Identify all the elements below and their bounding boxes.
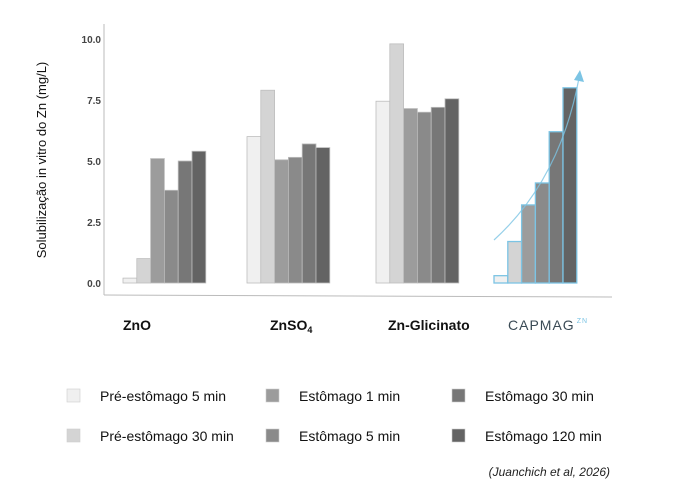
arrow-head-icon xyxy=(574,70,584,82)
legend-label: Pré-estômago 30 min xyxy=(100,428,234,444)
legend-swatch xyxy=(265,428,280,443)
trend-arrow-icon xyxy=(493,77,580,241)
bar xyxy=(403,108,418,284)
bar xyxy=(375,100,391,284)
category-label: ZnSO4 xyxy=(270,317,312,335)
bar xyxy=(444,98,460,284)
bar xyxy=(246,136,262,284)
bar xyxy=(274,159,289,284)
legend-swatch xyxy=(451,388,466,403)
bar xyxy=(177,160,193,284)
legend-item: Estômago 5 min xyxy=(265,428,400,444)
legend-label: Estômago 1 min xyxy=(299,388,400,404)
bar xyxy=(315,147,331,284)
legend-label: Estômago 120 min xyxy=(485,428,602,444)
legend-item: Estômago 30 min xyxy=(451,388,594,404)
legend-item: Estômago 120 min xyxy=(451,428,602,444)
bar xyxy=(507,240,523,284)
bar xyxy=(260,89,275,284)
bar xyxy=(191,150,207,284)
y-axis-label: Solubilização in vitro do Zn (mg/L) xyxy=(34,62,49,259)
y-tick-label: 0.0 xyxy=(87,279,101,290)
legend-label: Estômago 5 min xyxy=(299,428,400,444)
legend-swatch xyxy=(451,428,466,443)
y-tick-label: 10.0 xyxy=(82,35,102,46)
logo-superscript: ZN xyxy=(577,318,588,325)
bar xyxy=(416,111,432,284)
y-tick-label: 7.5 xyxy=(87,96,101,107)
category-label: Zn-Glicinato xyxy=(388,317,470,333)
bar xyxy=(136,258,152,284)
y-tick-label: 5.0 xyxy=(87,157,101,168)
bar xyxy=(287,156,303,284)
bar xyxy=(389,43,404,284)
legend-item: Estômago 1 min xyxy=(265,388,400,404)
bar xyxy=(150,158,165,284)
legend-swatch xyxy=(265,388,280,403)
category-subscript: 4 xyxy=(307,325,312,335)
legend-item: Pré-estômago 5 min xyxy=(66,388,226,404)
legend-swatch xyxy=(66,388,81,403)
category-label: ZnO xyxy=(123,317,151,333)
bar xyxy=(122,277,138,284)
x-axis-line xyxy=(103,294,613,298)
bar xyxy=(163,189,179,284)
y-tick-label: 2.5 xyxy=(87,218,101,229)
bar xyxy=(534,182,550,284)
legend-swatch xyxy=(66,428,81,443)
bar xyxy=(430,106,446,284)
bar xyxy=(493,275,509,284)
bar xyxy=(562,87,578,284)
legend-label: Pré-estômago 5 min xyxy=(100,388,226,404)
source-citation: (Juanchich et al, 2026) xyxy=(489,465,610,479)
legend-label: Estômago 30 min xyxy=(485,388,594,404)
bar xyxy=(301,143,317,284)
capmag-logo: CAPMAG ZN xyxy=(508,317,588,333)
bar xyxy=(520,204,537,284)
legend-item: Pré-estômago 30 min xyxy=(66,428,234,444)
